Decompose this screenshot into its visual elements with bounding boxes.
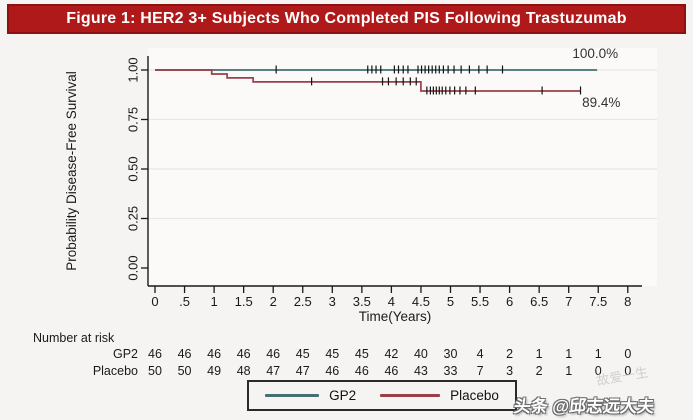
x-tick-label: 2.5	[294, 294, 312, 309]
legend-line-placebo	[380, 394, 441, 397]
x-tick-label: 1.5	[235, 294, 253, 309]
final-percent-label: 89.4%	[582, 95, 620, 110]
x-tick-label: 7	[565, 294, 572, 309]
x-tick-label: 3.5	[353, 294, 371, 309]
legend-line-gp2	[265, 394, 320, 397]
x-tick-label: 1	[210, 294, 217, 309]
x-tick-label: 4.5	[412, 294, 430, 309]
y-tick-label: 0.75	[126, 107, 141, 132]
y-axis-title: Probability Disease-Free Survival	[64, 71, 79, 271]
x-tick-label: 2	[270, 294, 277, 309]
x-tick-label: 8	[624, 294, 631, 309]
x-tick-label: 3	[329, 294, 336, 309]
final-percent-label: 100.0%	[572, 46, 618, 61]
x-tick-label: 6	[506, 294, 513, 309]
legend-label-gp2: GP2	[329, 388, 357, 403]
x-tick-label: .5	[179, 294, 190, 309]
x-tick-label: 7.5	[589, 294, 607, 309]
y-tick-label: 0.50	[126, 156, 141, 181]
x-tick-label: 0	[151, 294, 158, 309]
series-curve-placebo	[155, 69, 581, 92]
figure-title-bar: Figure 1: HER2 3+ Subjects Who Completed…	[7, 4, 686, 34]
x-tick-label: 5.5	[471, 294, 489, 309]
figure-title: Figure 1: HER2 3+ Subjects Who Completed…	[66, 10, 627, 27]
y-tick-label: 0.00	[126, 255, 141, 280]
watermark-main-text: 头条 @邱志远大夫	[512, 397, 656, 416]
x-tick-label: 6.5	[530, 294, 548, 309]
legend-label-placebo: Placebo	[450, 388, 499, 403]
legend: GP2 Placebo	[247, 380, 517, 411]
x-tick-label: 5	[447, 294, 454, 309]
y-tick-label: 0.25	[126, 206, 141, 231]
x-tick-label: 4	[388, 294, 395, 309]
plot-area	[148, 48, 657, 286]
y-tick-label: 1.00	[126, 57, 141, 82]
x-axis-title: Time(Years)	[359, 309, 432, 324]
